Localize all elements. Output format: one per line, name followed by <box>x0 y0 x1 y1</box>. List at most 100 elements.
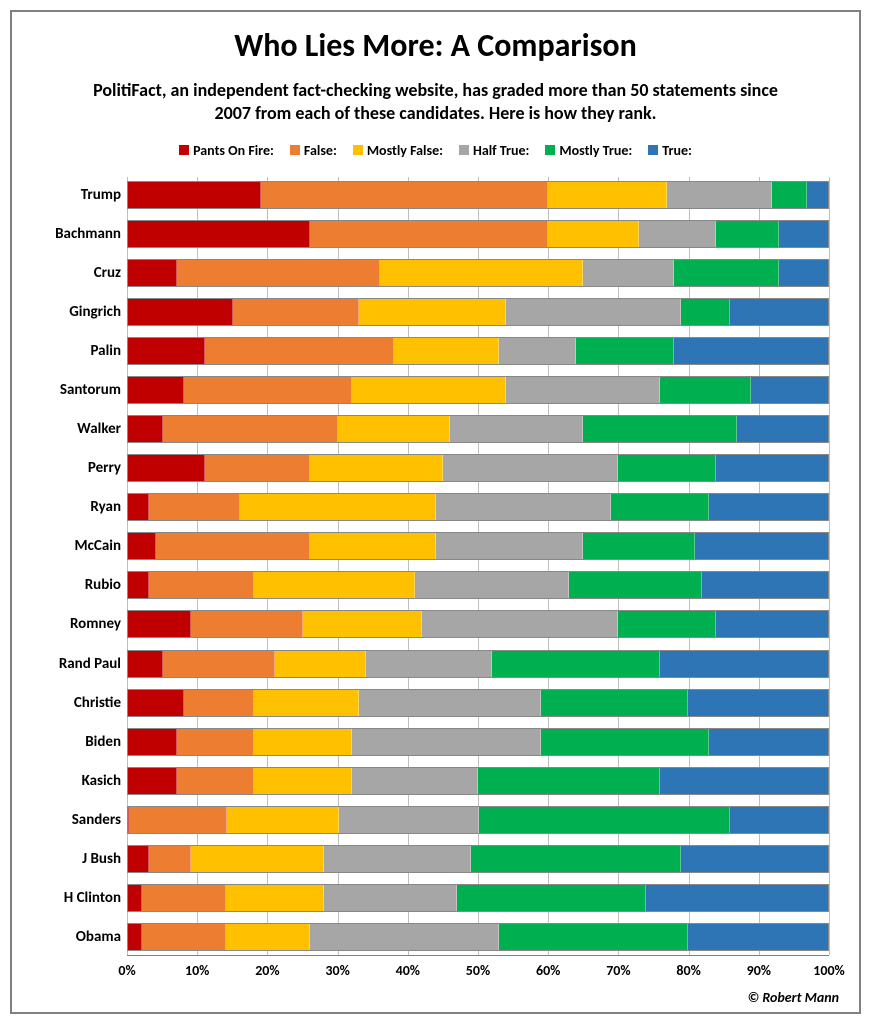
bar-segment <box>129 807 227 833</box>
bar-segment <box>681 846 828 872</box>
stacked-bar <box>127 923 829 951</box>
bar-segment <box>359 690 541 716</box>
bar-segment <box>660 768 828 794</box>
legend-item: Pants On Fire: <box>179 142 274 159</box>
bar-segment <box>660 377 751 403</box>
bars-group: TrumpBachmannCruzGingrichPalinSantorumWa… <box>127 177 829 955</box>
bar-row: Perry <box>127 454 829 482</box>
bar-row: Christie <box>127 689 829 717</box>
bar-segment <box>191 846 324 872</box>
bar-segment <box>709 729 828 755</box>
bar-segment <box>128 651 163 677</box>
bar-row: Santorum <box>127 376 829 404</box>
bar-segment <box>695 533 828 559</box>
bar-segment <box>674 338 828 364</box>
bar-segment <box>660 651 828 677</box>
bar-segment <box>471 846 681 872</box>
x-axis: 0%10%20%30%40%50%60%70%80%90%100% <box>127 955 829 984</box>
bar-segment <box>254 572 415 598</box>
bar-segment <box>716 611 828 637</box>
stacked-bar <box>127 220 829 248</box>
bar-segment <box>352 768 478 794</box>
y-axis-label: Santorum <box>60 381 121 399</box>
legend-swatch <box>648 145 658 155</box>
bar-segment <box>359 299 506 325</box>
legend-label: False: <box>304 142 337 159</box>
bar-segment <box>541 690 688 716</box>
y-axis-label: Bachmann <box>55 225 121 243</box>
bar-row: Cruz <box>127 259 829 287</box>
bar-segment <box>177 260 380 286</box>
bar-segment <box>310 533 436 559</box>
bar-segment <box>807 182 828 208</box>
bar-segment <box>128 416 163 442</box>
stacked-bar <box>127 845 829 873</box>
y-axis-label: Obama <box>76 928 121 946</box>
bar-segment <box>310 924 499 950</box>
bar-segment <box>184 377 352 403</box>
bar-segment <box>339 807 479 833</box>
bar-segment <box>128 455 205 481</box>
bar-segment <box>233 299 359 325</box>
bar-segment <box>436 494 611 520</box>
y-axis-label: Gingrich <box>69 303 121 321</box>
y-axis-label: J Bush <box>82 850 121 868</box>
stacked-bar <box>127 454 829 482</box>
bar-row: Ryan <box>127 493 829 521</box>
bar-row: Rand Paul <box>127 650 829 678</box>
stacked-bar <box>127 806 829 834</box>
bar-segment <box>261 182 548 208</box>
x-tick-label: 100% <box>813 962 845 979</box>
y-axis-label: Romney <box>70 615 121 633</box>
plot-inner: TrumpBachmannCruzGingrichPalinSantorumWa… <box>127 177 829 955</box>
legend-label: Mostly False: <box>367 142 443 159</box>
bar-segment <box>324 846 471 872</box>
legend-label: Half True: <box>473 142 529 159</box>
bar-segment <box>275 651 366 677</box>
bar-segment <box>142 924 226 950</box>
bar-row: McCain <box>127 532 829 560</box>
plot-area: TrumpBachmannCruzGingrichPalinSantorumWa… <box>127 177 829 983</box>
bar-segment <box>436 533 583 559</box>
bar-segment <box>128 377 184 403</box>
bar-segment <box>541 729 709 755</box>
stacked-bar <box>127 650 829 678</box>
bar-segment <box>499 924 688 950</box>
bar-segment <box>128 572 149 598</box>
x-tick-label: 60% <box>536 962 560 979</box>
chart-subtitle: PolitiFact, an independent fact-checking… <box>82 79 789 126</box>
y-axis-label: Perry <box>88 459 121 477</box>
legend-swatch <box>459 145 469 155</box>
gridline <box>829 177 830 955</box>
bar-segment <box>338 416 450 442</box>
x-tick-label: 70% <box>606 962 630 979</box>
bar-segment <box>142 885 226 911</box>
legend-swatch <box>290 145 300 155</box>
chart-title: Who Lies More: A Comparison <box>32 26 839 65</box>
legend-item: Half True: <box>459 142 529 159</box>
bar-row: Trump <box>127 181 829 209</box>
bar-segment <box>492 651 660 677</box>
bar-segment <box>128 299 233 325</box>
credit-text: © Robert Mann <box>32 987 839 1006</box>
bar-segment <box>226 885 324 911</box>
bar-segment <box>506 299 681 325</box>
bar-segment <box>618 611 716 637</box>
bar-segment <box>310 455 443 481</box>
bar-segment <box>128 338 205 364</box>
bar-segment <box>611 494 709 520</box>
bar-segment <box>583 260 674 286</box>
bar-segment <box>128 221 310 247</box>
bar-segment <box>128 611 191 637</box>
bar-segment <box>149 846 191 872</box>
y-axis-label: McCain <box>75 537 121 555</box>
bar-segment <box>569 572 702 598</box>
bar-segment <box>730 807 828 833</box>
x-tick-label: 10% <box>185 962 209 979</box>
legend-item: False: <box>290 142 337 159</box>
bar-segment <box>128 729 177 755</box>
y-axis-label: Palin <box>90 342 121 360</box>
stacked-bar <box>127 298 829 326</box>
bar-row: Biden <box>127 728 829 756</box>
bar-segment <box>177 768 254 794</box>
